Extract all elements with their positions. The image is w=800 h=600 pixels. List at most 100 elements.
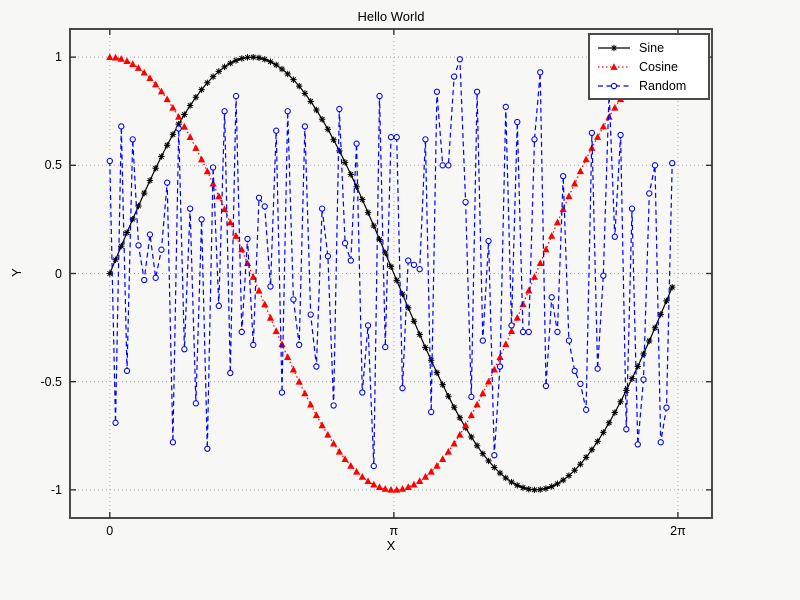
open-circle-marker <box>209 164 217 171</box>
asterisk-marker <box>427 357 435 364</box>
filled-triangle-up-marker <box>571 179 579 187</box>
open-circle-marker <box>336 105 343 113</box>
asterisk-marker <box>456 414 464 421</box>
filled-triangle-up-marker <box>513 313 521 321</box>
open-circle-marker <box>611 233 618 240</box>
open-circle-marker <box>273 127 280 134</box>
asterisk-marker <box>531 486 538 494</box>
filled-triangle-up-marker <box>525 286 533 294</box>
filled-triangle-up-marker <box>266 314 275 321</box>
filled-triangle-up-marker <box>519 300 527 308</box>
legend-sample-marker <box>610 62 618 70</box>
filled-triangle-up-marker <box>393 485 401 493</box>
asterisk-marker <box>514 482 521 489</box>
open-circle-marker <box>399 385 406 392</box>
open-circle-marker <box>651 162 659 169</box>
open-circle-marker <box>370 462 377 470</box>
filled-triangle-up-marker <box>352 467 361 475</box>
asterisk-marker <box>416 331 423 338</box>
open-circle-marker <box>106 157 113 165</box>
filled-triangle-up-marker <box>169 103 177 111</box>
asterisk-marker <box>571 467 578 474</box>
asterisk-marker <box>141 189 148 197</box>
asterisk-marker <box>422 344 429 351</box>
legend-entry-sine: Sine <box>596 38 708 57</box>
legend: Sine Cosine Random <box>588 33 710 100</box>
open-circle-marker <box>313 363 320 370</box>
filled-triangle-up-marker <box>198 155 206 163</box>
open-circle-marker <box>565 337 573 344</box>
series-cosine-markers <box>106 53 676 493</box>
open-circle-marker <box>473 88 481 95</box>
asterisk-marker <box>238 55 245 62</box>
filled-triangle-up-marker <box>134 64 143 71</box>
open-circle-marker <box>519 328 527 336</box>
asterisk-marker <box>588 446 596 453</box>
asterisk-marker <box>295 82 303 90</box>
series-random-markers <box>106 56 676 470</box>
asterisk-marker <box>336 147 343 155</box>
asterisk-marker <box>628 375 636 382</box>
open-circle-marker <box>393 134 400 141</box>
open-circle-marker <box>215 302 222 310</box>
asterisk-marker <box>290 76 297 83</box>
open-circle-marker <box>158 246 165 253</box>
filled-triangle-up-marker <box>123 57 131 64</box>
open-circle-marker <box>554 328 561 336</box>
legend-entry-cosine: Cosine <box>596 57 708 76</box>
filled-triangle-up-marker <box>335 447 343 455</box>
asterisk-marker <box>118 242 125 250</box>
asterisk-marker <box>548 483 555 490</box>
open-circle-marker <box>204 445 211 452</box>
asterisk-marker <box>646 337 653 345</box>
filled-triangle-up-marker <box>375 483 384 491</box>
open-circle-marker <box>502 103 509 111</box>
filled-triangle-up-marker <box>565 192 573 200</box>
open-circle-marker <box>640 376 647 383</box>
open-circle-marker <box>496 363 504 370</box>
series-random <box>106 56 676 470</box>
legend-label: Random <box>639 78 687 93</box>
open-circle-marker <box>307 311 314 318</box>
filled-triangle-up-marker <box>444 447 452 455</box>
open-circle-marker <box>537 69 544 76</box>
filled-triangle-up-marker <box>433 462 441 469</box>
asterisk-marker <box>215 68 223 75</box>
asterisk-marker <box>359 196 366 203</box>
asterisk-marker <box>163 142 171 149</box>
asterisk-marker <box>347 171 355 178</box>
filled-triangle-up-marker <box>163 95 171 103</box>
filled-triangle-up-marker <box>330 439 338 447</box>
asterisk-marker <box>318 116 326 123</box>
series-sine-markers <box>106 53 676 494</box>
asterisk-marker <box>261 56 268 63</box>
asterisk-marker <box>663 297 670 305</box>
filled-triangle-up-marker <box>582 155 590 163</box>
asterisk-marker <box>267 58 274 65</box>
asterisk-marker <box>537 486 544 493</box>
open-circle-marker <box>623 426 630 433</box>
asterisk-marker <box>473 442 481 449</box>
open-circle-marker <box>255 194 263 201</box>
open-circle-marker <box>548 294 555 301</box>
open-circle-marker <box>617 131 624 139</box>
open-circle-marker <box>508 322 515 329</box>
open-circle-marker <box>531 136 538 143</box>
asterisk-marker <box>657 311 664 318</box>
asterisk-marker <box>278 65 286 73</box>
filled-triangle-up-marker <box>295 377 303 385</box>
y-tick-label: -0.5 <box>40 374 62 389</box>
filled-triangle-up-marker <box>410 480 418 488</box>
asterisk-marker <box>491 464 498 471</box>
open-circle-marker <box>456 56 464 63</box>
filled-triangle-up-marker <box>157 87 166 95</box>
open-circle-marker <box>646 190 653 197</box>
asterisk-marker <box>129 215 136 223</box>
open-circle-marker <box>152 274 159 281</box>
x-tick-label: 2π <box>670 524 686 538</box>
filled-triangle-up-marker <box>232 232 240 239</box>
open-circle-marker <box>416 266 423 273</box>
asterisk-marker <box>565 472 573 479</box>
open-circle-marker <box>669 160 676 167</box>
